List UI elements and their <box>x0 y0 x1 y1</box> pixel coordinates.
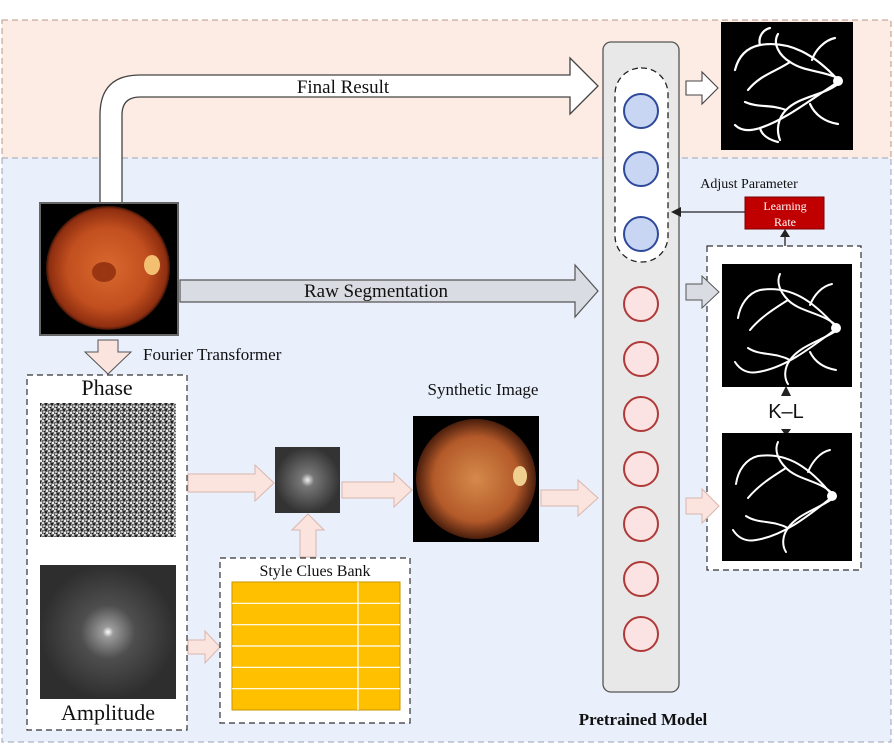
raw-segmentation-arrow <box>179 263 599 319</box>
fourier-down-arrow <box>83 339 133 375</box>
learning-rate-line2: Rate <box>774 215 796 229</box>
style-bank-table <box>231 581 401 711</box>
red-node <box>623 396 659 432</box>
final-optic-disc <box>833 76 843 86</box>
red-node <box>623 616 659 652</box>
synthetic-image-label: Synthetic Image <box>428 380 539 399</box>
synthetic-optic-disc <box>513 466 527 486</box>
amplitude-label: Amplitude <box>61 700 155 725</box>
red-node <box>623 506 659 542</box>
bank-to-fft-arrow <box>290 513 326 558</box>
raw-optic-disc <box>831 323 841 333</box>
model-nodes <box>623 93 659 652</box>
model-to-raw-seg-arrow <box>685 274 720 310</box>
amplitude-image <box>40 565 176 699</box>
synthetic-image <box>416 419 536 539</box>
kl-up-arrowhead <box>781 386 791 396</box>
input-optic-disc <box>144 255 160 275</box>
learning-rate-line1: Learning <box>763 199 806 213</box>
learning-rate-box <box>744 196 825 230</box>
raw-vessels <box>734 273 837 385</box>
blue-node <box>623 93 659 129</box>
input-macula <box>92 262 116 282</box>
final-vessels <box>733 26 840 144</box>
adjust-parameter-label: Adjust Parameter <box>700 177 798 192</box>
amplitude-to-bank-arrow <box>187 629 221 665</box>
raw-segmentation-label: Raw Segmentation <box>304 281 449 302</box>
synthetic-to-model-arrow <box>540 478 599 518</box>
red-node <box>623 341 659 377</box>
feedback-arrowhead <box>671 207 681 217</box>
synthetic-optic-disc-seg <box>827 491 837 501</box>
blue-node <box>623 151 659 187</box>
fft-image <box>275 447 340 513</box>
kl-down-arrowhead <box>781 429 791 436</box>
phase-image <box>40 403 176 537</box>
synthetic-vessels <box>732 441 833 553</box>
blue-node <box>623 216 659 252</box>
red-node <box>623 451 659 487</box>
style-bank-label: Style Clues Bank <box>259 563 370 580</box>
final-result-arrow <box>99 56 599 206</box>
final-result-label: Final Result <box>297 77 390 98</box>
phase-to-fft-arrow <box>187 463 275 503</box>
red-node <box>623 561 659 597</box>
phase-label: Phase <box>81 375 132 400</box>
fft-to-synthetic-arrow <box>341 471 413 509</box>
red-node <box>623 286 659 322</box>
kl-label: K–L <box>768 401 804 423</box>
model-to-synthetic-seg-arrow <box>685 487 720 525</box>
fourier-transformer-label: Fourier Transformer <box>143 345 282 364</box>
lr-arrowhead <box>780 229 790 237</box>
pretrained-model-label: Pretrained Model <box>579 710 708 729</box>
model-to-final-arrow <box>685 70 719 106</box>
